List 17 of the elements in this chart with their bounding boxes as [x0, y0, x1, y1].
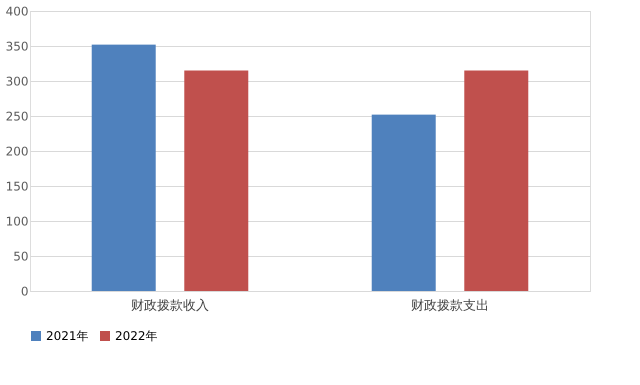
legend-label: 2022年 — [115, 329, 158, 343]
bar — [372, 114, 436, 291]
y-tick-label: 100 — [6, 214, 28, 228]
y-tick-label: 50 — [13, 250, 28, 264]
x-tick-label: 财政拨款收入 — [131, 298, 209, 314]
y-tick-label: 200 — [6, 144, 28, 158]
x-tick-label: 财政拨款支出 — [411, 298, 489, 314]
y-tick-label: 350 — [6, 40, 28, 54]
bar — [464, 70, 528, 291]
y-tick-label: 250 — [6, 110, 28, 124]
bar — [92, 44, 156, 291]
y-tick-label: 0 — [20, 284, 28, 298]
bar — [184, 70, 248, 291]
y-tick-label: 300 — [6, 74, 28, 88]
y-tick-label: 400 — [6, 4, 28, 18]
legend-label: 2021年 — [46, 329, 89, 343]
y-tick-label: 150 — [6, 180, 28, 194]
